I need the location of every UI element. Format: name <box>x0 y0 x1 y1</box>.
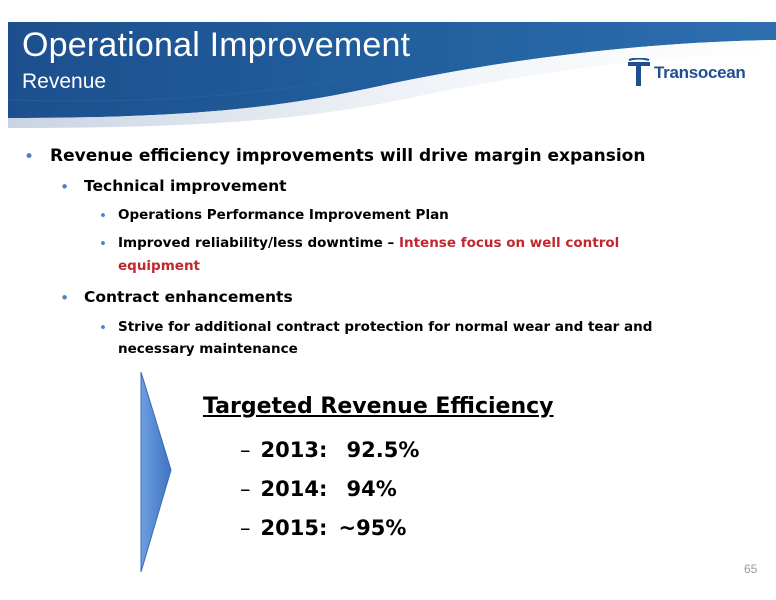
target-row-2014: –2014: 94% <box>240 477 397 501</box>
dash: – <box>240 516 251 540</box>
page-subtitle: Revenue <box>22 70 107 93</box>
reliability-highlight-cont: equipment <box>118 258 201 274</box>
target-row-2013: –2013: 92.5% <box>240 438 419 462</box>
bullet-contract: Contract enhancements <box>84 288 293 306</box>
bullet-strive: Strive for additional contract protectio… <box>118 319 653 335</box>
dash: – <box>240 477 251 501</box>
dash: – <box>240 438 251 462</box>
chevron-arrow-icon <box>140 371 172 573</box>
company-logo: Transocean <box>626 56 746 90</box>
page-number: 65 <box>744 562 758 576</box>
bullet-marker: • <box>99 208 107 224</box>
bullet-marker: • <box>60 289 70 307</box>
reliability-prefix: Improved reliability/less downtime – <box>118 235 399 251</box>
logo-text: Transocean <box>654 63 746 82</box>
bullet-technical: Technical improvement <box>84 177 287 195</box>
bullet-marker: • <box>60 178 70 196</box>
bullet-marker: • <box>99 320 107 336</box>
bullet-reliability: Improved reliability/less downtime – Int… <box>118 235 619 251</box>
bullet-main: Revenue efficiency improvements will dri… <box>50 146 646 166</box>
target-year: 2015: <box>260 516 328 540</box>
bullet-strive-cont: necessary maintenance <box>118 341 298 357</box>
target-row-2015: –2015: ~95% <box>240 516 406 540</box>
targeted-revenue-title: Targeted Revenue Efficiency <box>203 394 554 419</box>
header-banner <box>7 22 776 128</box>
transocean-logo-icon <box>628 58 650 86</box>
target-year: 2014: <box>260 477 328 501</box>
page-title: Operational Improvement <box>22 26 411 64</box>
target-value: 94% <box>346 477 397 501</box>
bullet-marker: • <box>99 236 107 252</box>
bullet-ops-plan: Operations Performance Improvement Plan <box>118 207 449 223</box>
bullet-marker: • <box>24 147 35 167</box>
target-value: 92.5% <box>346 438 420 462</box>
target-year: 2013: <box>260 438 328 462</box>
target-value: ~95% <box>338 516 407 540</box>
reliability-highlight: Intense focus on well control <box>398 235 620 251</box>
